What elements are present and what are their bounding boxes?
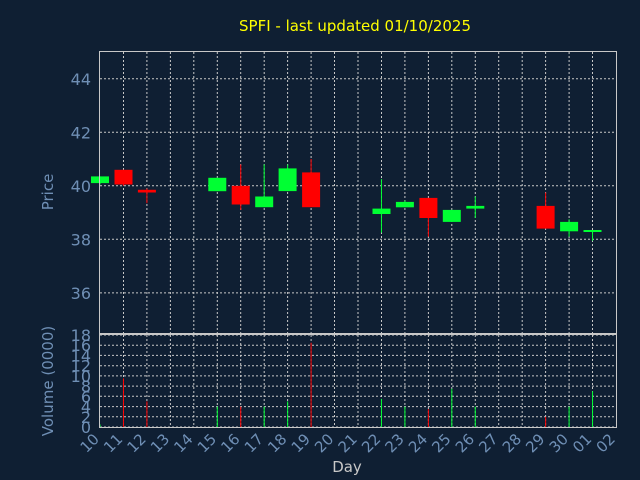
candle-body: [372, 208, 391, 214]
volume-tick-label: 2: [81, 408, 91, 427]
x-tick-label: 15: [194, 430, 220, 456]
x-tick-label: 16: [217, 430, 243, 456]
x-tick-label: 28: [499, 430, 525, 456]
price-axis-label: Price: [39, 174, 57, 211]
candle-body: [419, 197, 438, 218]
x-tick-label: 13: [147, 430, 173, 456]
candle-body: [137, 189, 156, 193]
candle-body: [583, 230, 602, 232]
x-tick-label: 18: [264, 430, 290, 456]
price-tick-label: 42: [71, 123, 91, 142]
candle-body: [302, 172, 321, 208]
x-tick-label: 02: [593, 430, 619, 456]
candle-body: [536, 205, 555, 229]
chart-title: SPFI - last updated 01/10/2025: [239, 17, 471, 35]
candle-body: [560, 221, 579, 232]
candles: [91, 159, 602, 241]
x-tick-label: 25: [428, 430, 454, 456]
price-grid: [100, 52, 616, 333]
x-tick-label: 27: [475, 430, 501, 456]
volume-tick-label: 6: [81, 387, 91, 406]
x-tick-label: 29: [522, 430, 548, 456]
x-tick-label: 22: [358, 430, 384, 456]
candle-body: [442, 209, 461, 222]
price-tick-label: 44: [71, 70, 91, 89]
x-tick-label: 23: [381, 430, 407, 456]
volume-axis-label: Volume (0000): [39, 326, 57, 436]
candle-body: [395, 201, 414, 208]
x-axis-label: Day: [332, 458, 362, 476]
x-tick-label: 26: [452, 430, 478, 456]
x-tick-label: 21: [335, 430, 361, 456]
volume-panel-frame: [99, 334, 617, 428]
x-tick-label: 30: [546, 430, 572, 456]
x-tick-label: 20: [311, 430, 337, 456]
x-tick-label: 24: [405, 430, 431, 456]
x-tick-label: 14: [170, 430, 196, 456]
candle-body: [255, 196, 274, 208]
volume-bars: [99, 342, 594, 427]
x-tick-label: 11: [100, 430, 126, 456]
axis-ticks: 3638404244024681012141618101112131415161…: [71, 70, 619, 457]
candle-body: [278, 168, 297, 192]
volume-tick-label: 0: [81, 418, 91, 437]
price-tick-label: 36: [71, 284, 91, 303]
volume-tick-label: 14: [71, 346, 91, 365]
price-panel-frame: [99, 51, 617, 334]
price-tick-label: 40: [71, 177, 91, 196]
volume-tick-label: 8: [81, 377, 91, 396]
candle-body: [114, 169, 133, 185]
candle-body: [231, 185, 250, 205]
volume-tick-label: 12: [71, 357, 91, 376]
candle-body: [208, 177, 227, 192]
x-tick-label: 01: [569, 430, 595, 456]
volume-tick-label: 4: [81, 398, 91, 417]
volume-grid: [100, 334, 616, 428]
volume-tick-label: 16: [71, 336, 91, 355]
x-tick-label: 12: [123, 430, 149, 456]
volume-tick-label: 18: [71, 326, 91, 345]
volume-tick-label: 10: [71, 367, 91, 386]
x-tick-label: 19: [288, 430, 314, 456]
x-tick-label: 17: [241, 430, 267, 456]
price-tick-label: 38: [71, 230, 91, 249]
candle-body: [466, 205, 485, 209]
